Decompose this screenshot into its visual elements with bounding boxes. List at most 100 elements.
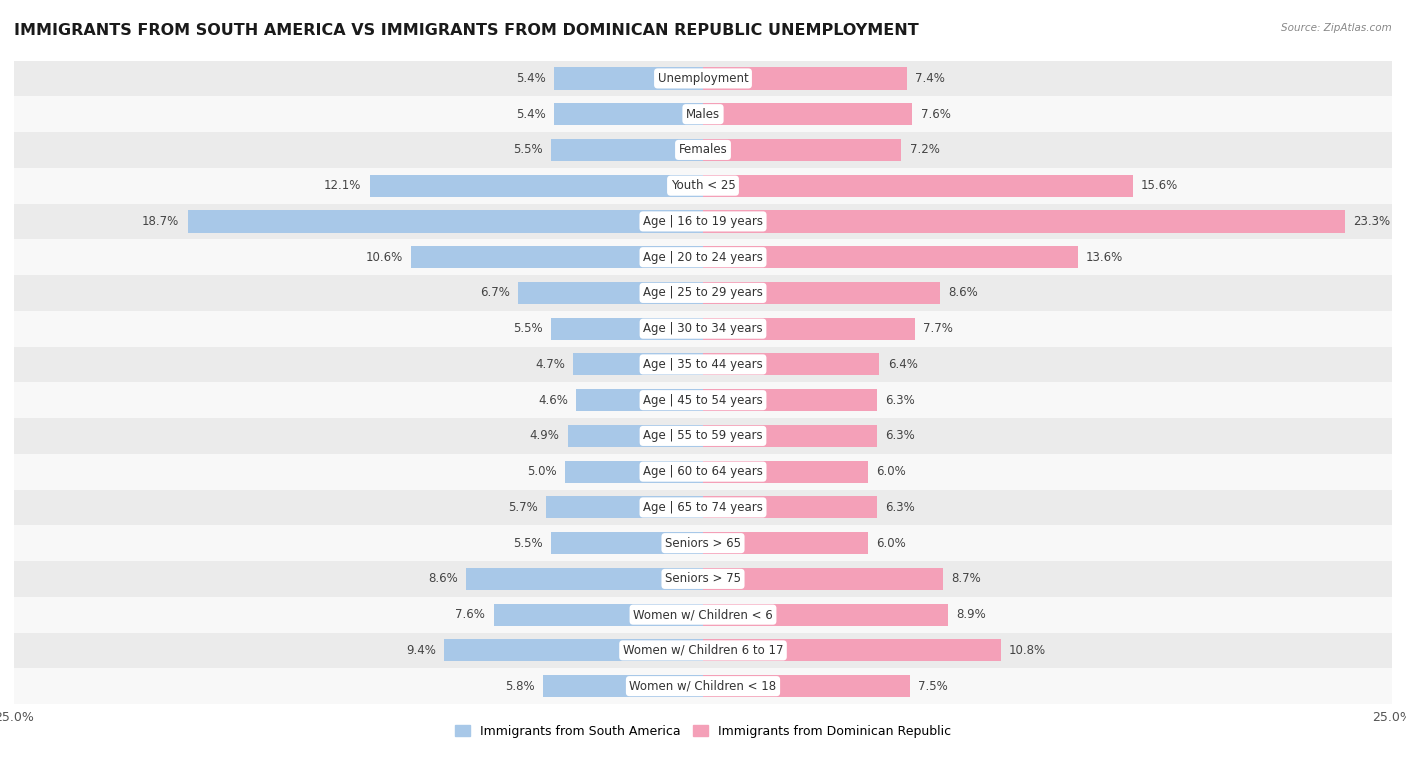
Text: 5.4%: 5.4%	[516, 107, 546, 120]
Text: Age | 60 to 64 years: Age | 60 to 64 years	[643, 465, 763, 478]
Bar	[411, 246, 703, 268]
Text: 18.7%: 18.7%	[142, 215, 180, 228]
Bar	[551, 532, 703, 554]
Bar	[703, 139, 901, 161]
Bar	[14, 168, 1392, 204]
Bar	[703, 210, 1346, 232]
Text: 6.3%: 6.3%	[884, 394, 915, 407]
Bar	[703, 460, 869, 483]
Text: 4.7%: 4.7%	[536, 358, 565, 371]
Text: Age | 16 to 19 years: Age | 16 to 19 years	[643, 215, 763, 228]
Bar	[14, 490, 1392, 525]
Legend: Immigrants from South America, Immigrants from Dominican Republic: Immigrants from South America, Immigrant…	[450, 720, 956, 743]
Text: 7.4%: 7.4%	[915, 72, 945, 85]
Bar	[703, 603, 948, 626]
Bar	[703, 389, 876, 411]
Bar	[519, 282, 703, 304]
Text: Age | 55 to 59 years: Age | 55 to 59 years	[643, 429, 763, 442]
Text: 7.2%: 7.2%	[910, 143, 939, 157]
Text: 8.6%: 8.6%	[948, 286, 979, 300]
Text: 6.0%: 6.0%	[876, 465, 907, 478]
Bar	[14, 96, 1392, 132]
Bar	[14, 239, 1392, 275]
Text: Women w/ Children < 6: Women w/ Children < 6	[633, 608, 773, 621]
Text: 7.7%: 7.7%	[924, 322, 953, 335]
Bar	[14, 525, 1392, 561]
Text: Females: Females	[679, 143, 727, 157]
Text: Seniors > 75: Seniors > 75	[665, 572, 741, 585]
Bar	[703, 532, 869, 554]
Bar	[703, 425, 876, 447]
Text: Women w/ Children < 18: Women w/ Children < 18	[630, 680, 776, 693]
Text: Age | 45 to 54 years: Age | 45 to 54 years	[643, 394, 763, 407]
Text: 5.4%: 5.4%	[516, 72, 546, 85]
Bar	[703, 354, 879, 375]
Bar	[14, 561, 1392, 597]
Bar	[551, 139, 703, 161]
Bar	[444, 640, 703, 662]
Bar	[14, 132, 1392, 168]
Bar	[574, 354, 703, 375]
Text: Unemployment: Unemployment	[658, 72, 748, 85]
Bar	[14, 668, 1392, 704]
Text: Age | 20 to 24 years: Age | 20 to 24 years	[643, 251, 763, 263]
Text: 23.3%: 23.3%	[1354, 215, 1391, 228]
Bar	[703, 175, 1133, 197]
Bar	[565, 460, 703, 483]
Text: Source: ZipAtlas.com: Source: ZipAtlas.com	[1281, 23, 1392, 33]
Text: Age | 35 to 44 years: Age | 35 to 44 years	[643, 358, 763, 371]
Bar	[554, 67, 703, 89]
Text: 6.4%: 6.4%	[887, 358, 918, 371]
Bar	[703, 103, 912, 125]
Text: 13.6%: 13.6%	[1085, 251, 1123, 263]
Text: Age | 30 to 34 years: Age | 30 to 34 years	[643, 322, 763, 335]
Text: 4.9%: 4.9%	[530, 429, 560, 442]
Bar	[576, 389, 703, 411]
Text: 12.1%: 12.1%	[323, 179, 361, 192]
Bar	[703, 318, 915, 340]
Bar	[14, 204, 1392, 239]
Text: 5.0%: 5.0%	[527, 465, 557, 478]
Bar	[14, 311, 1392, 347]
Text: Age | 25 to 29 years: Age | 25 to 29 years	[643, 286, 763, 300]
Text: 4.6%: 4.6%	[538, 394, 568, 407]
Text: 7.5%: 7.5%	[918, 680, 948, 693]
Text: 5.5%: 5.5%	[513, 537, 543, 550]
Text: Males: Males	[686, 107, 720, 120]
Bar	[14, 275, 1392, 311]
Bar	[14, 61, 1392, 96]
Text: 10.6%: 10.6%	[366, 251, 402, 263]
Bar	[465, 568, 703, 590]
Text: Seniors > 65: Seniors > 65	[665, 537, 741, 550]
Text: 10.8%: 10.8%	[1010, 644, 1046, 657]
Bar	[703, 246, 1078, 268]
Bar	[14, 633, 1392, 668]
Text: 6.3%: 6.3%	[884, 429, 915, 442]
Bar	[14, 597, 1392, 633]
Text: 5.8%: 5.8%	[505, 680, 534, 693]
Bar	[551, 318, 703, 340]
Text: 8.9%: 8.9%	[956, 608, 986, 621]
Text: 6.3%: 6.3%	[884, 501, 915, 514]
Bar	[14, 347, 1392, 382]
Bar	[703, 67, 907, 89]
Text: 5.5%: 5.5%	[513, 322, 543, 335]
Text: 7.6%: 7.6%	[456, 608, 485, 621]
Text: 7.6%: 7.6%	[921, 107, 950, 120]
Bar	[703, 675, 910, 697]
Text: Youth < 25: Youth < 25	[671, 179, 735, 192]
Bar	[568, 425, 703, 447]
Bar	[187, 210, 703, 232]
Text: 15.6%: 15.6%	[1142, 179, 1178, 192]
Text: 6.0%: 6.0%	[876, 537, 907, 550]
Bar	[14, 453, 1392, 490]
Text: Women w/ Children 6 to 17: Women w/ Children 6 to 17	[623, 644, 783, 657]
Bar	[546, 497, 703, 519]
Bar	[703, 568, 943, 590]
Bar	[703, 282, 941, 304]
Text: 8.7%: 8.7%	[950, 572, 981, 585]
Bar	[554, 103, 703, 125]
Text: 9.4%: 9.4%	[406, 644, 436, 657]
Bar	[543, 675, 703, 697]
Bar	[703, 497, 876, 519]
